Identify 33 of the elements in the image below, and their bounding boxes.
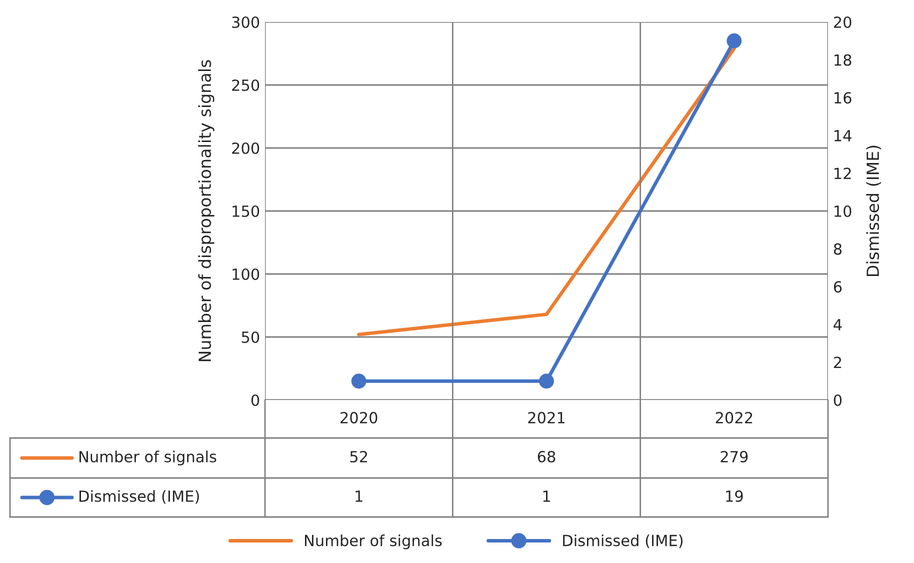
text: Number of signals [304,534,442,550]
y2-tick-label: 0 [834,394,842,406]
y-tick-label: 0 [251,394,260,406]
y-tick-label: 50 [242,331,260,344]
y2-tick-label: 20 [834,16,852,28]
data-label: 19 [726,490,743,502]
y2-tick-label: 4 [834,319,842,330]
y2-tick-label: 12 [834,168,851,180]
y-axis-title: Number of disproportionality signals [198,60,214,362]
x-tick-label: 2022 [716,412,752,424]
y2-tick-label: 18 [834,54,852,66]
data-label: 68 [538,450,556,462]
y2-tick-label: 10 [834,205,852,218]
text: Dismissed (IME) [80,490,199,504]
data-label: 52 [350,450,368,462]
data-label: 279 [720,450,748,462]
y2-tick-label: 6 [834,281,842,293]
legend-label: Dismissed (IME) [563,534,683,548]
y-tick-label: 250 [232,79,260,92]
y2-tick-label: 14 [834,130,852,142]
y-tick-label: 200 [232,142,260,154]
y2-tick-label: 2 [834,356,842,368]
y2-axis-title: Dismissed (IME) [866,146,882,276]
y-tick-label: 150 [232,205,260,218]
y-tick-label: 100 [232,268,260,280]
x-tick-label: 2021 [528,412,565,424]
y2-tick-label: 8 [834,243,842,255]
y2-tick-label: 16 [834,92,852,104]
data-label: 1 [356,490,362,502]
legend-label: Number of signals [80,450,216,466]
y-tick-label: 300 [232,16,260,28]
data-label: 1 [543,490,550,502]
x-tick-label: 2020 [340,412,378,424]
